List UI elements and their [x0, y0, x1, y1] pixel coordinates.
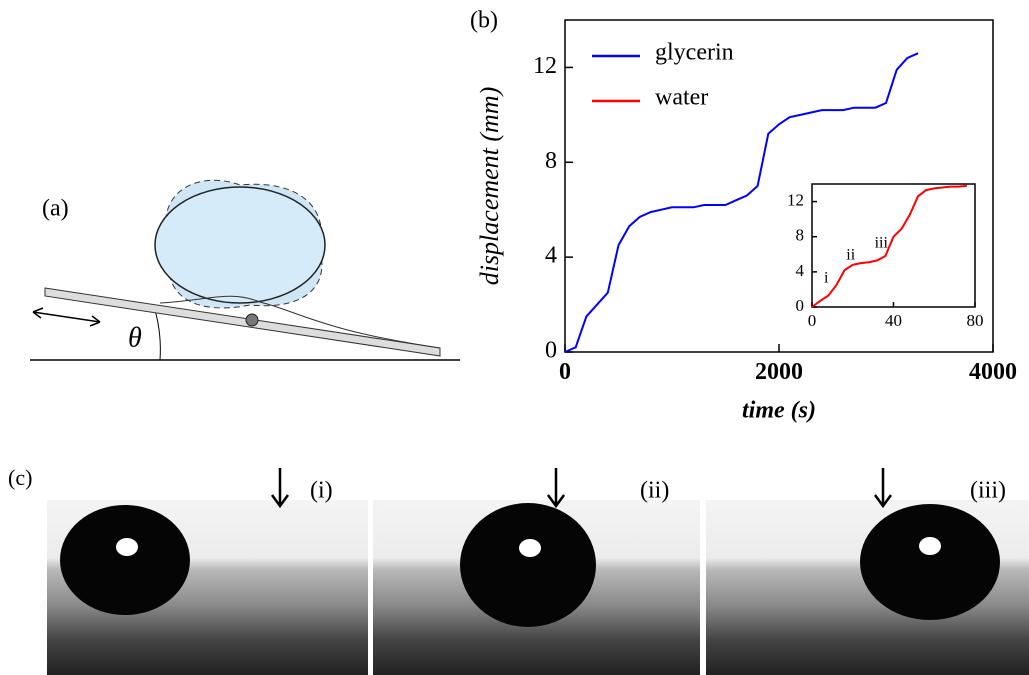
panel-label: (a) — [42, 196, 69, 222]
y-tick-label: 0 — [796, 296, 805, 315]
plot-frame — [811, 183, 976, 308]
highlight — [116, 538, 138, 556]
angle-label: θ — [128, 322, 142, 353]
legend-label: glycerin — [655, 40, 734, 66]
bead — [245, 313, 259, 327]
film — [159, 295, 441, 349]
x-tick-label: 0 — [808, 311, 817, 330]
arrow — [546, 468, 566, 509]
y-tick-label: 12 — [787, 190, 804, 209]
y-tick-label: 12 — [533, 53, 557, 79]
droplet — [860, 504, 1000, 620]
arrow — [873, 468, 893, 509]
panel-c: (c) 1mm (i) (ii) (iii) — [8, 465, 1029, 675]
x-axis-label: time (s) — [742, 398, 816, 424]
panel-a: (a) θ — [30, 179, 460, 361]
y-tick-label: 4 — [796, 261, 805, 280]
legend-label: water — [655, 85, 708, 111]
frame-label: (i) — [310, 478, 333, 504]
annotation: i — [824, 270, 829, 287]
x-tick-label: 2000 — [755, 359, 803, 385]
frame-label: (ii) — [640, 478, 669, 504]
annotation: ii — [846, 247, 855, 264]
x-tick-label: 80 — [967, 311, 984, 330]
x-tick-label: 0 — [559, 359, 571, 385]
panel-label: (b) — [470, 8, 498, 34]
panel-label: (c) — [8, 465, 32, 490]
data-line — [811, 184, 967, 308]
data-line — [564, 52, 919, 353]
y-tick-label: 4 — [545, 243, 557, 269]
arrow — [270, 468, 290, 509]
angle-arc — [154, 309, 161, 361]
frame-label: (iii) — [970, 478, 1006, 504]
plate — [44, 287, 441, 357]
x-tick-label: 4000 — [969, 359, 1017, 385]
y-tick-label: 8 — [796, 226, 805, 245]
y-tick-label: 0 — [545, 338, 557, 364]
y-axis-label: displacement (mm) — [475, 87, 504, 286]
highlight — [919, 537, 941, 555]
highlight — [519, 539, 541, 557]
mask — [47, 470, 1029, 500]
droplet — [60, 505, 190, 615]
y-tick-label: 8 — [545, 148, 557, 174]
drop — [154, 186, 326, 304]
annotation: iii — [875, 234, 889, 251]
arrow — [32, 307, 101, 327]
x-tick-label: 40 — [885, 311, 902, 330]
droplet — [460, 503, 596, 627]
